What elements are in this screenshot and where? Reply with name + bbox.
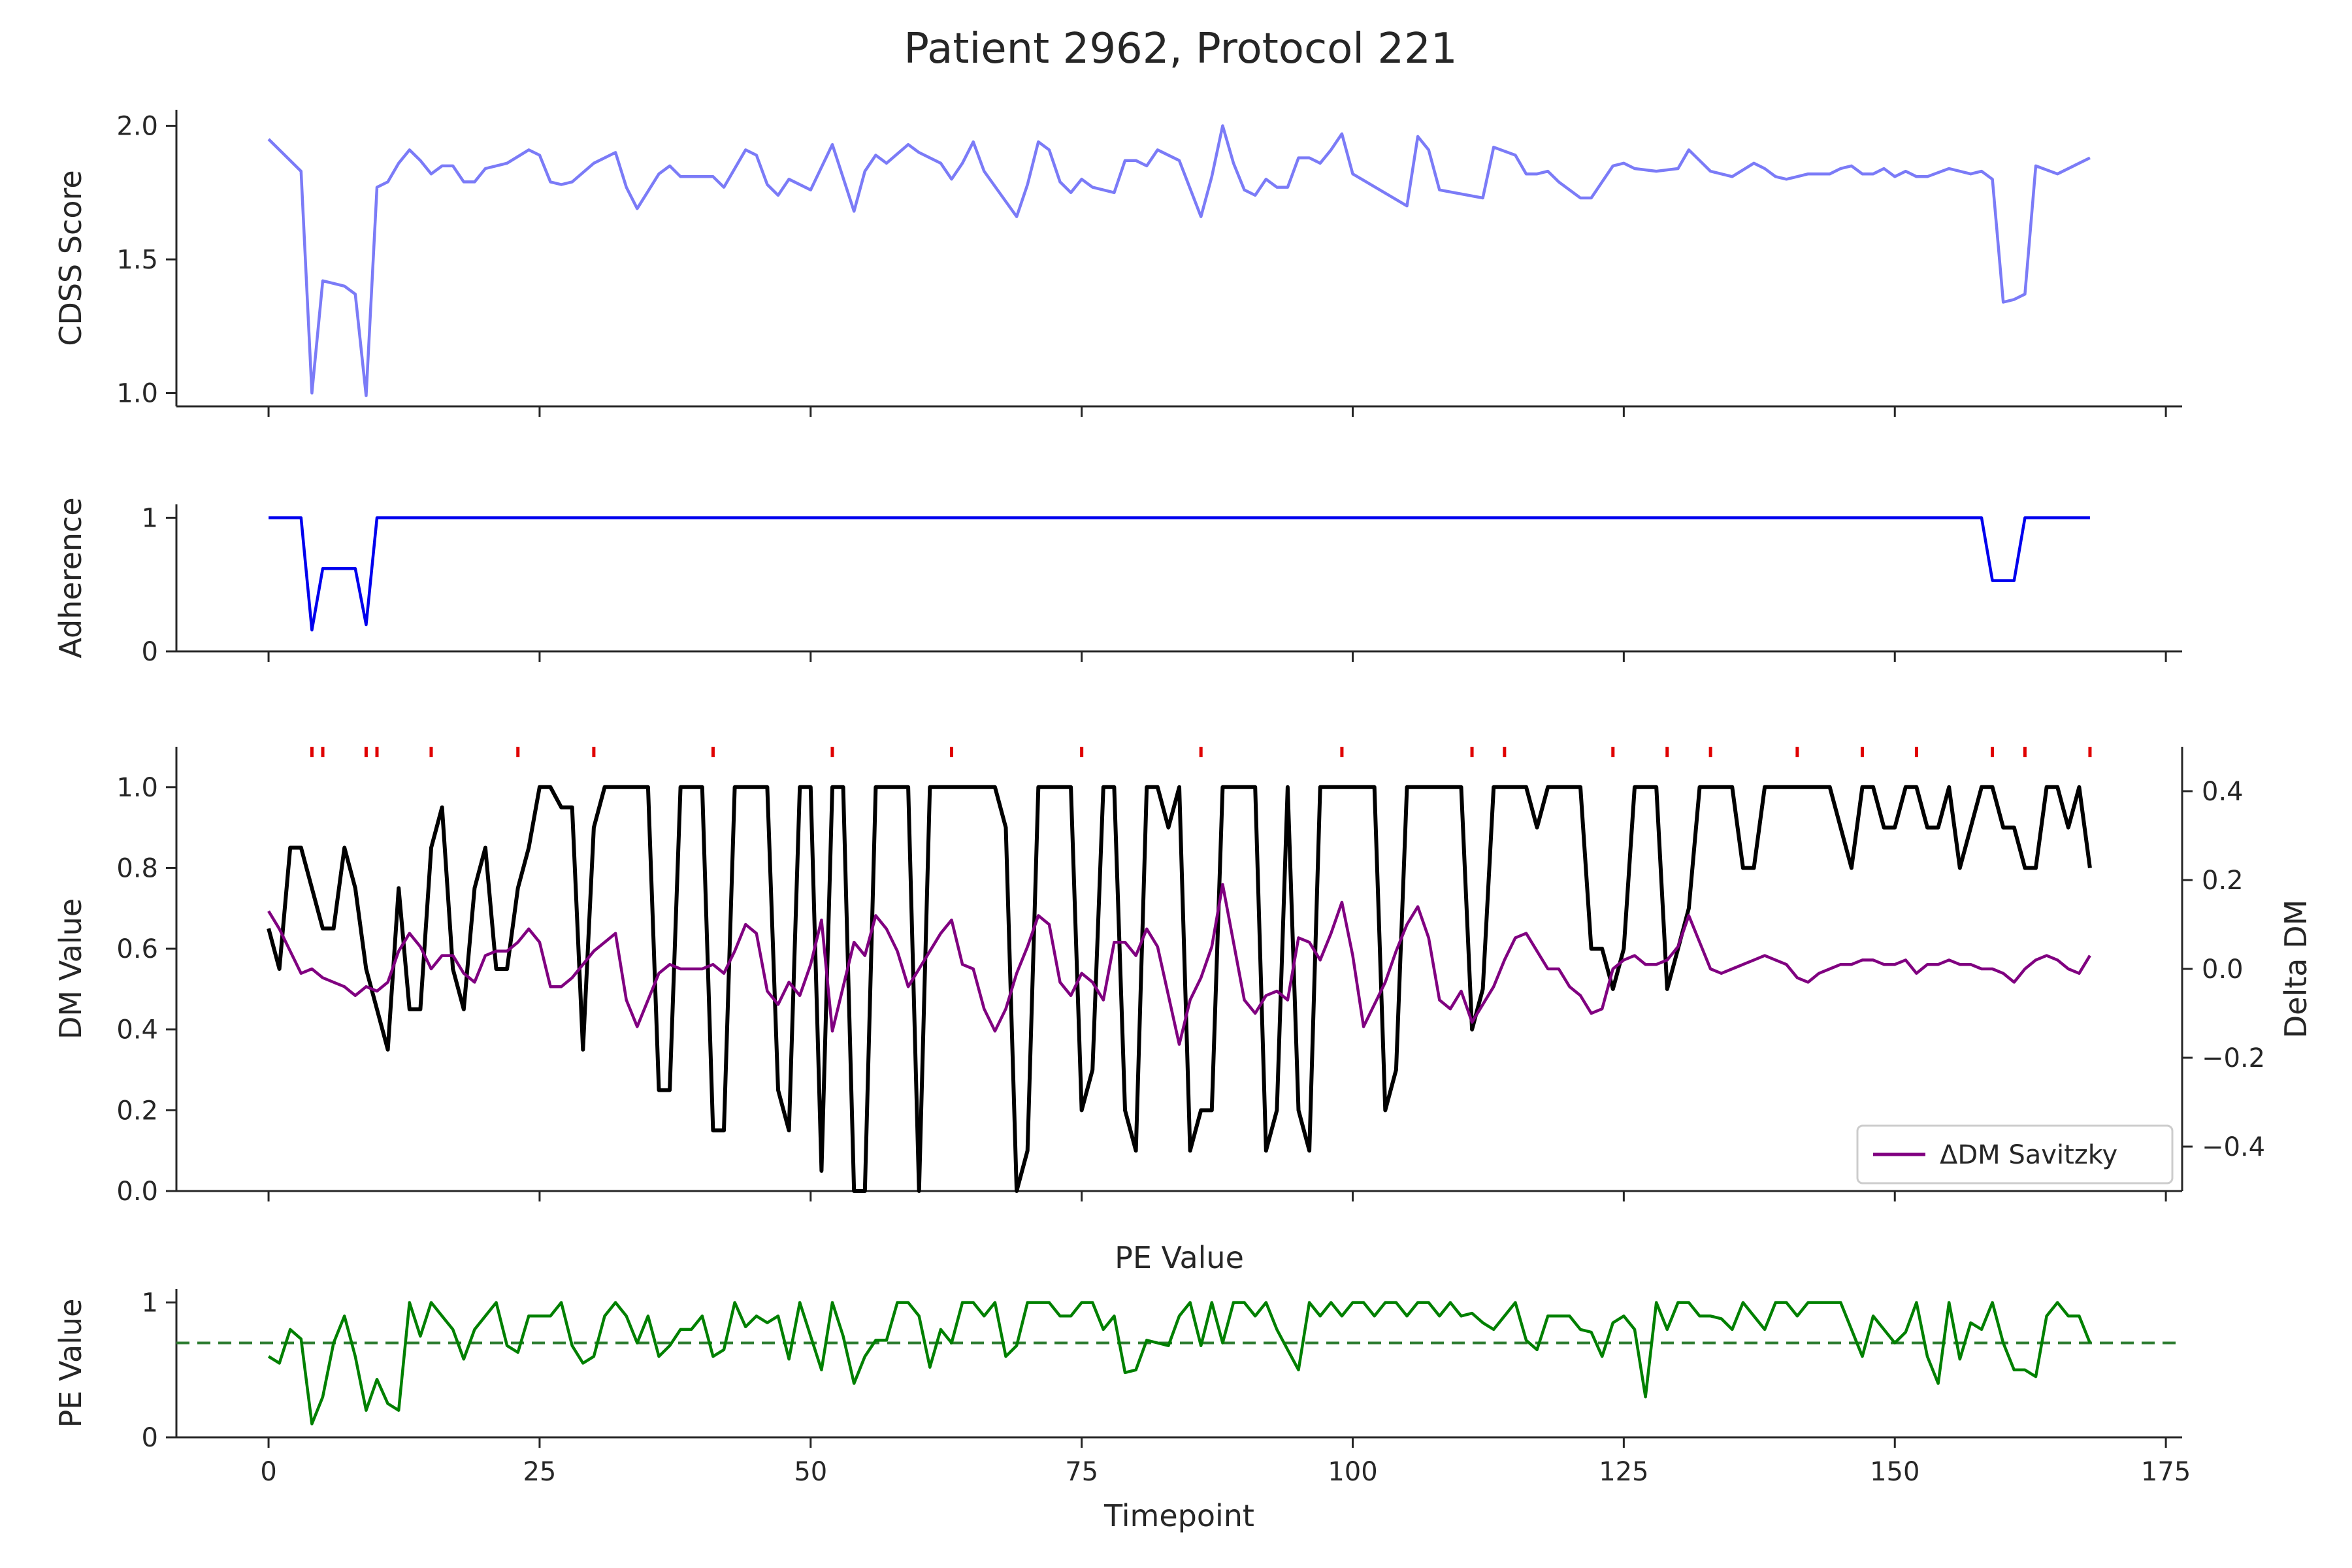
y-tick-label: 1.0 — [116, 379, 158, 409]
y2-tick-label: 0.2 — [2202, 866, 2244, 896]
y-tick-label: 0 — [142, 637, 158, 667]
y-axis-label: Adherence — [53, 497, 88, 658]
panel-dm: 0.0 0.2 0.4 0.6 0.8 1.0 DM Value −0.4 −0.2 0.0 0.2… — [53, 747, 2313, 1207]
y-tick-label: 1 — [142, 503, 158, 533]
x-tick-label: 150 — [1870, 1457, 1919, 1487]
series-line-dm-0 — [269, 787, 2090, 1191]
y-axis-label: DM Value — [53, 898, 88, 1039]
x-tick-label: 25 — [523, 1457, 556, 1487]
y2-tick-label: 0.4 — [2202, 777, 2244, 807]
series-line-cdss-0 — [269, 126, 2090, 396]
series-line-adherence-0 — [269, 518, 2090, 630]
x-tick-label: 75 — [1065, 1457, 1098, 1487]
y-tick-label: 0.8 — [116, 853, 158, 883]
y-tick-label: 1 — [142, 1288, 158, 1318]
panel-adherence: 0 1 Adherence — [53, 497, 2182, 667]
chart-title: Patient 2962, Protocol 221 — [904, 25, 1457, 73]
y-tick-label: 0.6 — [116, 934, 158, 964]
panel-pe: 0 25 50 75 100 125 150 175 0 1 PE Value PE Value — [53, 1240, 2191, 1487]
y-tick-label: 1.0 — [116, 773, 158, 803]
x-tick-label: 0 — [260, 1457, 276, 1487]
x-tick-label: 50 — [794, 1457, 827, 1487]
legend-label: ΔDM Savitzky — [1940, 1140, 2117, 1170]
x-tick-label: 125 — [1599, 1457, 1648, 1487]
y-tick-label: 2.0 — [116, 112, 158, 142]
y-axis-label: CDSS Score — [53, 170, 88, 346]
x-axis-label: Timepoint — [1103, 1498, 1254, 1533]
y-tick-label: 0.0 — [116, 1177, 158, 1207]
y-tick-label: 0.2 — [116, 1096, 158, 1126]
y-tick-label: 0 — [142, 1423, 158, 1453]
panel-title: PE Value — [1115, 1240, 1244, 1275]
y-axis-label: PE Value — [53, 1299, 88, 1428]
y2-tick-label: 0.0 — [2202, 955, 2244, 985]
series-line-dm-1 — [269, 885, 2090, 1045]
series-line-pe-0 — [269, 1303, 2090, 1424]
y-tick-label: 0.4 — [116, 1015, 158, 1045]
panel-cdss: 1.0 1.5 2.0 CDSS Score — [53, 110, 2182, 417]
x-tick-label: 100 — [1328, 1457, 1377, 1487]
y2-axis-label: Delta DM — [2278, 900, 2313, 1038]
legend: ΔDM Savitzky — [1857, 1126, 2172, 1183]
x-tick-label: 175 — [2141, 1457, 2191, 1487]
y-tick-label: 1.5 — [116, 245, 158, 275]
y2-tick-label: −0.2 — [2202, 1043, 2265, 1073]
y2-tick-label: −0.4 — [2202, 1132, 2265, 1162]
